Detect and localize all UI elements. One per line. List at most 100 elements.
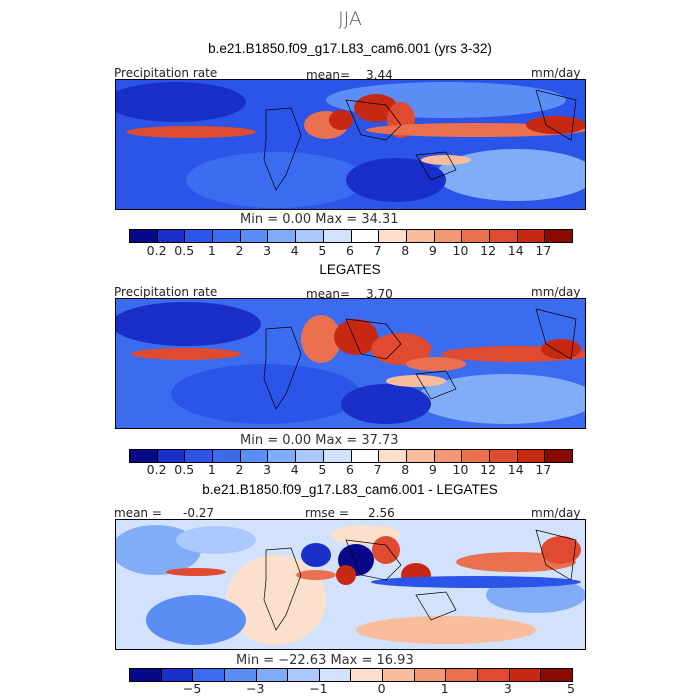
colorbar-swatch bbox=[414, 669, 447, 681]
colorbar-swatch bbox=[383, 669, 415, 681]
colorbar-swatch bbox=[240, 230, 269, 242]
panel-1-mean-label: mean= bbox=[306, 68, 351, 82]
colorbar-swatch bbox=[541, 669, 572, 681]
colorbar-swatch bbox=[161, 669, 194, 681]
colorbar-swatch bbox=[434, 230, 463, 242]
colorbar-tick-label: 5 bbox=[318, 243, 327, 258]
colorbar-tick-label: 1 bbox=[207, 243, 216, 258]
panel-3-rmse-label: rmse = bbox=[305, 506, 349, 520]
colorbar-swatch bbox=[157, 230, 186, 242]
panel-2-mean-value: 3.70 bbox=[366, 287, 393, 301]
colorbar-swatch bbox=[478, 669, 510, 681]
colorbar-swatch bbox=[446, 669, 479, 681]
colorbar-swatch bbox=[240, 450, 269, 462]
colorbar-tick-label: 6 bbox=[346, 462, 354, 477]
figure-title: JJA bbox=[338, 8, 362, 30]
panel-1-variable-label: Precipitation rate bbox=[114, 66, 218, 80]
panel-1-colorbar bbox=[129, 229, 573, 243]
colorbar-swatch bbox=[462, 230, 490, 242]
colorbar-swatch bbox=[319, 669, 352, 681]
panel-1-mean-value: 3.44 bbox=[366, 68, 393, 82]
panel-2-subtitle: LEGATES bbox=[319, 262, 381, 277]
colorbar-swatch bbox=[406, 450, 435, 462]
colorbar-tick-label: −3 bbox=[246, 681, 265, 696]
panel-1-subtitle: b.e21.B1850.f09_g17.L83_cam6.001 (yrs 3-… bbox=[208, 41, 492, 56]
panel-2-min-max: Min = 0.00 Max = 37.73 bbox=[240, 433, 399, 448]
colorbar-tick-label: 0.2 bbox=[146, 243, 167, 258]
colorbar-tick-label: 3 bbox=[503, 681, 512, 696]
panel-2-units: mm/day bbox=[531, 285, 581, 299]
colorbar-tick-label: −5 bbox=[182, 681, 202, 696]
panel-1-min-max: Min = 0.00 Max = 34.31 bbox=[240, 212, 399, 227]
colorbar-swatch bbox=[288, 669, 320, 681]
colorbar-swatch bbox=[185, 450, 214, 462]
colorbar-swatch bbox=[351, 230, 380, 242]
panel-2-map bbox=[115, 298, 586, 429]
colorbar-tick-label: 1 bbox=[207, 462, 216, 477]
panel-3-rmse-value: 2.56 bbox=[368, 506, 395, 520]
colorbar-tick-label: 14 bbox=[507, 243, 524, 258]
colorbar-tick-label: 0.5 bbox=[174, 243, 195, 258]
colorbar-swatch bbox=[406, 230, 435, 242]
colorbar-tick-label: 17 bbox=[535, 462, 552, 477]
colorbar-swatch bbox=[517, 230, 546, 242]
colorbar-tick-label: 0.2 bbox=[146, 462, 167, 477]
panel-1-map bbox=[115, 79, 586, 210]
colorbar-swatch bbox=[351, 450, 380, 462]
colorbar-swatch bbox=[379, 230, 407, 242]
colorbar-tick-label: 4 bbox=[290, 243, 299, 258]
colorbar-swatch bbox=[193, 669, 225, 681]
colorbar-tick-label: 9 bbox=[428, 243, 437, 258]
panel-3-min-max: Min = −22.63 Max = 16.93 bbox=[236, 653, 414, 668]
colorbar-swatch bbox=[256, 669, 289, 681]
colorbar-tick-label: 7 bbox=[373, 243, 382, 258]
colorbar-tick-label: 12 bbox=[480, 243, 497, 258]
colorbar-tick-label: 10 bbox=[452, 243, 469, 258]
colorbar-swatch bbox=[545, 230, 572, 242]
colorbar-swatch bbox=[185, 230, 214, 242]
colorbar-swatch bbox=[268, 230, 297, 242]
colorbar-swatch bbox=[509, 669, 542, 681]
colorbar-swatch bbox=[213, 230, 241, 242]
colorbar-swatch bbox=[351, 669, 384, 681]
colorbar-tick-label: 9 bbox=[428, 462, 437, 477]
panel-1-units: mm/day bbox=[531, 66, 581, 80]
colorbar-tick-label: 1 bbox=[440, 681, 449, 696]
colorbar-swatch bbox=[224, 669, 257, 681]
colorbar-tick-label: 7 bbox=[373, 462, 382, 477]
panel-3-colorbar bbox=[129, 668, 573, 682]
panel-3-subtitle: b.e21.B1850.f09_g17.L83_cam6.001 - LEGAT… bbox=[202, 482, 498, 497]
panel-2-variable-label: Precipitation rate bbox=[114, 285, 218, 299]
colorbar-tick-label: 8 bbox=[401, 462, 410, 477]
colorbar-swatch bbox=[296, 230, 324, 242]
colorbar-tick-label: −1 bbox=[309, 681, 328, 696]
panel-3-units: mm/day bbox=[531, 506, 581, 520]
colorbar-tick-label: 2 bbox=[235, 462, 244, 477]
colorbar-tick-label: 10 bbox=[452, 462, 469, 477]
colorbar-swatch bbox=[268, 450, 297, 462]
colorbar-swatch bbox=[130, 450, 158, 462]
colorbar-tick-label: 0 bbox=[377, 681, 386, 696]
colorbar-tick-label: 14 bbox=[507, 462, 524, 477]
colorbar-swatch bbox=[323, 230, 352, 242]
colorbar-swatch bbox=[130, 230, 158, 242]
colorbar-tick-label: 2 bbox=[235, 243, 244, 258]
colorbar-swatch bbox=[462, 450, 490, 462]
colorbar-swatch bbox=[130, 669, 162, 681]
colorbar-tick-label: 4 bbox=[290, 462, 299, 477]
panel-3-map bbox=[115, 519, 586, 650]
colorbar-swatch bbox=[489, 450, 518, 462]
colorbar-tick-label: 5 bbox=[318, 462, 327, 477]
colorbar-tick-label: 3 bbox=[263, 243, 272, 258]
colorbar-tick-label: 6 bbox=[346, 243, 354, 258]
colorbar-swatch bbox=[157, 450, 186, 462]
colorbar-tick-label: 3 bbox=[263, 462, 272, 477]
colorbar-swatch bbox=[545, 450, 572, 462]
panel-3-mean-value: -0.27 bbox=[183, 506, 215, 520]
colorbar-swatch bbox=[489, 230, 518, 242]
colorbar-tick-label: 17 bbox=[535, 243, 552, 258]
panel-2-colorbar bbox=[129, 449, 573, 463]
colorbar-swatch bbox=[213, 450, 241, 462]
colorbar-tick-label: 5 bbox=[567, 681, 575, 696]
panel-2-mean-label: mean= bbox=[306, 287, 351, 301]
